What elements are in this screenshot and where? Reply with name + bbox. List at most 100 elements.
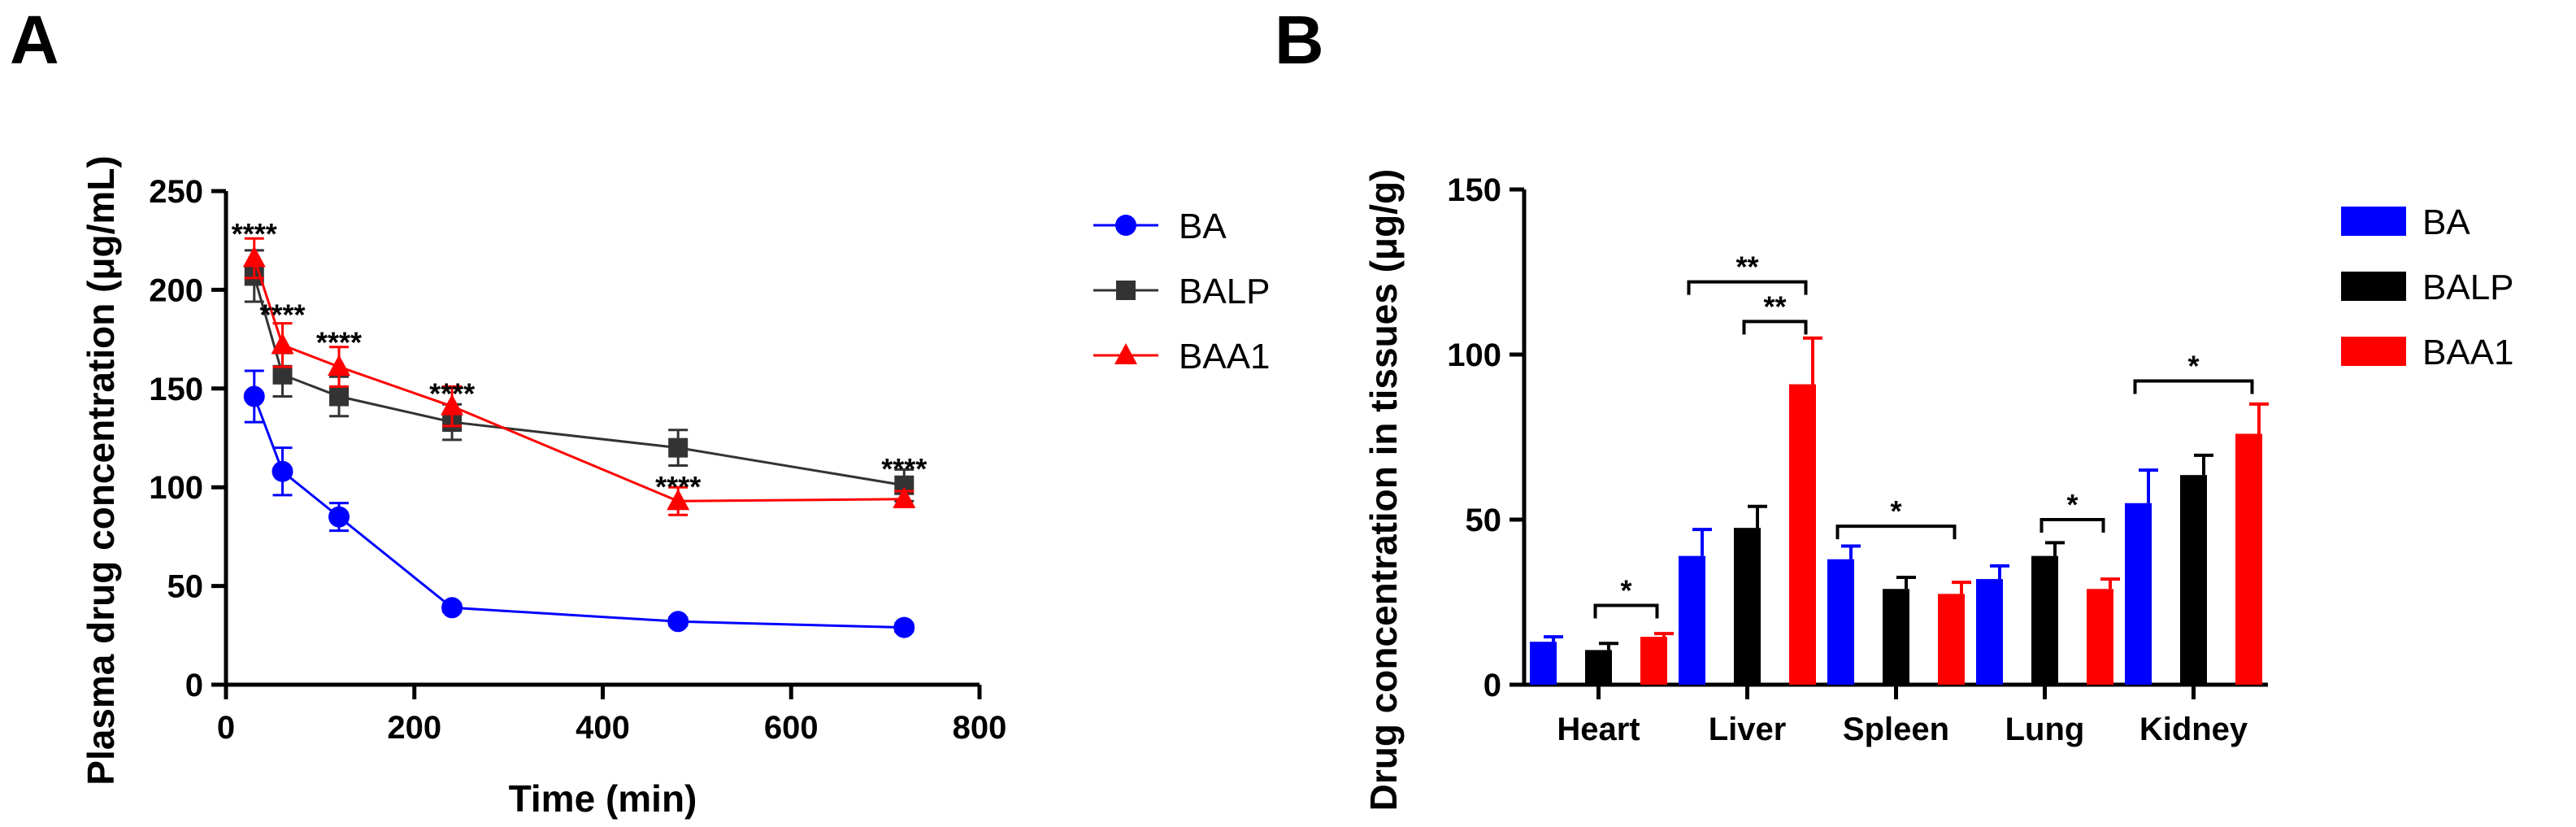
error-bar-ba: [1990, 564, 2009, 580]
error-bar-balp: [2045, 541, 2065, 556]
significance-label: *: [2187, 349, 2199, 382]
bar-baa1-liver: [1789, 384, 1816, 685]
category-label-lung: Lung: [2005, 712, 2085, 747]
data-point-baa1: [667, 489, 690, 511]
series-line-baa1: [253, 258, 905, 503]
legend-swatch-balp: [2341, 272, 2406, 301]
y-tick-label: 150: [149, 372, 203, 407]
series-line-balp: [253, 275, 905, 487]
data-point-balp: [272, 364, 293, 385]
bar-balp-liver: [1734, 528, 1761, 685]
y-tick-label: 0: [1483, 668, 1501, 703]
data-point-baa1: [441, 394, 464, 416]
data-point-baa1: [328, 355, 351, 377]
chart-b-tissue-concentration: 0 50 100 150 Heart Liver Spleen Lung Kidney Drug …: [1362, 169, 2514, 812]
data-point-ba: [272, 460, 293, 482]
significance-bracket: [1835, 524, 1957, 540]
data-point-baa1: [242, 246, 266, 268]
legend-label-baa1: BAA1: [2422, 333, 2514, 372]
error-bar-baa1: [1654, 632, 1674, 638]
data-point-baa1: [271, 333, 294, 355]
error-bar-ba: [1692, 528, 1712, 556]
error-bar-balp: [1748, 504, 1767, 529]
error-bar-ba: [1544, 635, 1563, 642]
y-tick-label: 100: [149, 470, 203, 506]
x-tick-label: 600: [764, 710, 819, 746]
category-label-liver: Liver: [1709, 712, 1787, 747]
legend-marker-baa1: [1114, 343, 1137, 364]
bar-baa1-spleen: [1938, 594, 1965, 685]
error-bar-ba: [1841, 544, 1861, 559]
bar-ba-liver: [1679, 555, 1705, 685]
legend-marker-balp: [1116, 281, 1136, 300]
significance-bracket: [1593, 603, 1659, 619]
x-tick-label: 0: [217, 710, 235, 746]
significance-bracket: [2133, 379, 2254, 394]
bar-ba-spleen: [1827, 559, 1854, 685]
bar-balp-kidney: [2180, 475, 2207, 685]
x-tick-label: 400: [576, 710, 630, 746]
legend-label-ba: BA: [2422, 202, 2470, 242]
bar-baa1-kidney: [2235, 433, 2262, 685]
bar-balp-lung: [2031, 555, 2058, 685]
significance-bracket: [1687, 280, 1808, 295]
legend-label-balp: BALP: [1179, 272, 1271, 311]
bar-ba-lung: [1976, 579, 2003, 685]
significance-label: ****: [232, 217, 277, 250]
significance-bracket: [1742, 320, 1808, 335]
series-line-ba: [253, 395, 905, 629]
legend-label-ba: BA: [1179, 207, 1227, 246]
significance-label: **: [1735, 250, 1758, 284]
bar-balp-spleen: [1883, 589, 1909, 685]
data-point-ba: [667, 611, 689, 633]
legend-marker-ba: [1115, 215, 1136, 236]
significance-bracket: [2040, 518, 2105, 533]
error-bar-ba: [2139, 468, 2158, 503]
error-bar-balp: [1896, 576, 1916, 590]
data-point-ba: [243, 385, 265, 407]
significance-label: **: [1763, 289, 1786, 323]
y-tick-label: 0: [185, 668, 203, 703]
legend-swatch-ba: [2341, 207, 2406, 236]
data-point-balp: [668, 437, 689, 458]
bar-ba-heart: [1530, 642, 1557, 685]
x-tick-label: 800: [953, 710, 1007, 746]
significance-label: ****: [316, 326, 362, 359]
data-point-ba: [893, 616, 915, 638]
bar-baa1-heart: [1640, 637, 1667, 685]
y-axis-title: Plasma drug concentration (μg/mL): [80, 155, 122, 785]
data-point-ba: [441, 597, 463, 619]
data-point-ba: [328, 506, 350, 528]
panel-b-letter: B: [1275, 2, 1324, 78]
significance-label: *: [1620, 574, 1631, 607]
bar-ba-kidney: [2125, 503, 2152, 685]
y-tick-label: 250: [149, 174, 203, 210]
significance-label: ****: [429, 377, 475, 411]
category-label-spleen: Spleen: [1843, 712, 1949, 747]
chart-a-axes: [224, 191, 980, 687]
legend-swatch-baa1: [2341, 337, 2406, 366]
y-tick-label: 50: [167, 569, 204, 605]
error-bar-baa1: [1952, 581, 1971, 594]
category-label-kidney: Kidney: [2139, 712, 2248, 747]
y-tick-label: 200: [149, 272, 203, 308]
x-tick-label: 200: [387, 710, 441, 746]
error-bar-balp: [2194, 453, 2213, 476]
significance-label: ****: [260, 298, 306, 332]
category-label-heart: Heart: [1557, 712, 1640, 747]
error-bar-baa1: [1803, 336, 1822, 385]
legend-label-balp: BALP: [2422, 268, 2514, 307]
x-axis-title: Time (min): [509, 777, 697, 820]
error-bar-baa1: [2249, 402, 2269, 434]
bar-balp-heart: [1585, 650, 1612, 685]
data-point-balp: [329, 386, 350, 407]
significance-label: *: [2066, 488, 2078, 521]
significance-label: *: [1890, 494, 1901, 528]
significance-label: ****: [881, 452, 927, 485]
y-tick-label: 100: [1447, 337, 1501, 373]
y-tick-label: 150: [1447, 172, 1501, 208]
error-bar-balp: [1599, 642, 1618, 651]
legend-label-baa1: BAA1: [1179, 337, 1271, 377]
y-tick-label: 50: [1466, 503, 1502, 538]
data-point-baa1: [893, 486, 916, 508]
